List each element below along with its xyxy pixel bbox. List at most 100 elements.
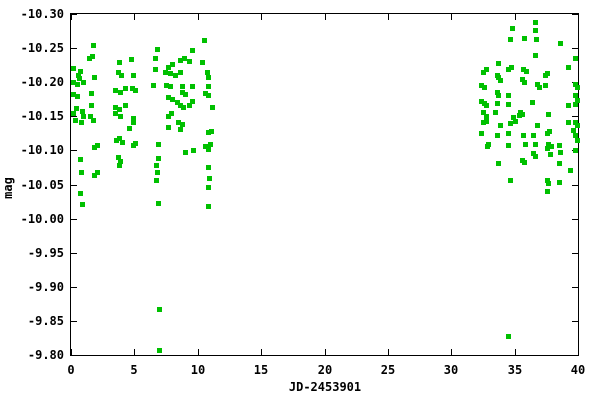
data-point bbox=[127, 126, 132, 131]
data-point bbox=[495, 133, 500, 138]
data-point bbox=[506, 143, 511, 148]
data-point bbox=[79, 170, 84, 175]
y-tick-mirror bbox=[572, 321, 578, 322]
x-tick-label: 20 bbox=[317, 363, 333, 377]
data-point bbox=[79, 120, 84, 125]
data-point bbox=[521, 133, 526, 138]
y-tick bbox=[71, 116, 77, 117]
data-point bbox=[89, 103, 94, 108]
y-tick bbox=[71, 185, 77, 186]
x-tick bbox=[325, 349, 326, 355]
data-point bbox=[575, 85, 580, 90]
data-point bbox=[90, 54, 95, 59]
y-tick-mirror bbox=[572, 219, 578, 220]
x-tick-mirror bbox=[451, 14, 452, 20]
data-point bbox=[508, 121, 513, 126]
data-point bbox=[208, 142, 213, 147]
x-tick-label: 0 bbox=[67, 363, 75, 377]
data-point bbox=[496, 93, 501, 98]
data-point bbox=[496, 61, 501, 66]
x-tick-mirror bbox=[325, 14, 326, 20]
data-point bbox=[509, 65, 514, 70]
data-point bbox=[153, 67, 158, 72]
y-tick-label: -10.30 bbox=[20, 7, 64, 21]
y-tick bbox=[71, 150, 77, 151]
data-point bbox=[206, 185, 211, 190]
data-point bbox=[557, 180, 562, 185]
data-point bbox=[187, 103, 192, 108]
data-point bbox=[116, 70, 121, 75]
data-point bbox=[92, 173, 97, 178]
data-point bbox=[573, 102, 578, 107]
y-tick-label: -9.90 bbox=[27, 280, 64, 294]
data-point bbox=[117, 60, 122, 65]
data-point bbox=[484, 114, 489, 119]
data-point bbox=[175, 100, 180, 105]
data-point bbox=[133, 141, 138, 146]
data-point bbox=[506, 67, 511, 72]
x-tick-mirror bbox=[515, 14, 516, 20]
data-point bbox=[203, 144, 208, 149]
data-point bbox=[545, 189, 550, 194]
data-point bbox=[88, 114, 93, 119]
data-point bbox=[80, 109, 85, 114]
data-point bbox=[522, 80, 527, 85]
data-point bbox=[164, 83, 169, 88]
data-point bbox=[181, 105, 186, 110]
data-point bbox=[71, 92, 76, 97]
data-point bbox=[78, 157, 83, 162]
data-point bbox=[154, 178, 159, 183]
data-point bbox=[95, 143, 100, 148]
data-point bbox=[506, 102, 511, 107]
data-point bbox=[170, 97, 175, 102]
data-point bbox=[131, 73, 136, 78]
data-point bbox=[520, 77, 525, 82]
y-axis-title: mag bbox=[1, 177, 15, 199]
data-point bbox=[575, 138, 580, 143]
data-point bbox=[95, 170, 100, 175]
data-point bbox=[120, 140, 125, 145]
data-point bbox=[116, 155, 121, 160]
y-tick-label: -9.80 bbox=[27, 348, 64, 362]
data-point bbox=[481, 70, 486, 75]
data-point bbox=[170, 62, 175, 67]
data-point bbox=[566, 65, 571, 70]
x-tick bbox=[71, 349, 72, 355]
data-point bbox=[508, 37, 513, 42]
data-point bbox=[87, 56, 92, 61]
y-tick-label: -9.85 bbox=[27, 314, 64, 328]
y-tick-label: -10.00 bbox=[20, 212, 64, 226]
data-point bbox=[493, 110, 498, 115]
x-axis-title: JD-2453901 bbox=[288, 380, 362, 394]
x-tick-label: 30 bbox=[443, 363, 459, 377]
data-point bbox=[180, 84, 185, 89]
data-point bbox=[113, 88, 118, 93]
x-tick-label: 25 bbox=[380, 363, 396, 377]
data-point bbox=[176, 120, 181, 125]
x-tick-mirror bbox=[261, 14, 262, 20]
x-tick bbox=[134, 349, 135, 355]
data-point bbox=[131, 116, 136, 121]
data-point bbox=[178, 70, 183, 75]
data-point bbox=[506, 131, 511, 136]
y-tick-label: -10.05 bbox=[20, 178, 64, 192]
data-point bbox=[80, 202, 85, 207]
data-point bbox=[533, 142, 538, 147]
data-point bbox=[71, 111, 76, 116]
data-point bbox=[573, 56, 578, 61]
data-point bbox=[91, 118, 96, 123]
x-tick-mirror bbox=[198, 14, 199, 20]
data-point bbox=[210, 105, 215, 110]
data-point bbox=[157, 307, 162, 312]
data-point bbox=[123, 103, 128, 108]
data-point bbox=[81, 80, 86, 85]
data-point bbox=[479, 131, 484, 136]
x-tick bbox=[388, 349, 389, 355]
data-point bbox=[521, 67, 526, 72]
data-point bbox=[522, 160, 527, 165]
data-point bbox=[206, 93, 211, 98]
data-point bbox=[76, 73, 81, 78]
data-point bbox=[118, 90, 123, 95]
data-point bbox=[575, 98, 580, 103]
data-point bbox=[156, 201, 161, 206]
